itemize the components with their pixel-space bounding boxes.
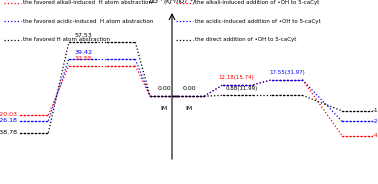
Text: 0.00: 0.00 bbox=[158, 86, 171, 91]
Text: the favored H atom abstraction: the favored H atom abstraction bbox=[23, 37, 110, 42]
Text: $\Delta G^\circ$(kJ$\cdot$mol$^{-1}$): $\Delta G^\circ$(kJ$\cdot$mol$^{-1}$) bbox=[147, 0, 197, 8]
Text: 57.53: 57.53 bbox=[74, 33, 92, 38]
Text: 12.18(15.74): 12.18(15.74) bbox=[218, 75, 254, 80]
Text: the acidic-induced addition of •OH to 5-caCyt: the acidic-induced addition of •OH to 5-… bbox=[195, 19, 320, 24]
Text: -42.13(-66.00): -42.13(-66.00) bbox=[373, 133, 378, 138]
Text: -26.18: -26.18 bbox=[0, 118, 18, 123]
Text: 32.55: 32.55 bbox=[74, 56, 92, 61]
Text: -26.72(-70.27): -26.72(-70.27) bbox=[373, 119, 378, 124]
Text: -15.68(-56.23): -15.68(-56.23) bbox=[373, 108, 378, 113]
Text: the favored acidic-induced  H atom abstraction: the favored acidic-induced H atom abstra… bbox=[23, 19, 153, 24]
Text: 17.55(31.97): 17.55(31.97) bbox=[270, 70, 305, 75]
Text: 0.88(11.99): 0.88(11.99) bbox=[226, 86, 258, 91]
Text: the direct addition of •OH to 5-caCyt: the direct addition of •OH to 5-caCyt bbox=[195, 37, 296, 42]
Text: -38.78: -38.78 bbox=[0, 130, 18, 135]
Text: the favored alkali-induced  H atom abstraction: the favored alkali-induced H atom abstra… bbox=[23, 0, 152, 5]
Text: 39.42: 39.42 bbox=[74, 49, 92, 55]
Text: IM: IM bbox=[185, 106, 193, 111]
Text: the alkali-induced addition of •OH to 5-caCyt: the alkali-induced addition of •OH to 5-… bbox=[195, 0, 319, 5]
Text: -20.03: -20.03 bbox=[0, 112, 18, 118]
Text: 0.00: 0.00 bbox=[182, 86, 196, 91]
Text: IM: IM bbox=[161, 106, 168, 111]
